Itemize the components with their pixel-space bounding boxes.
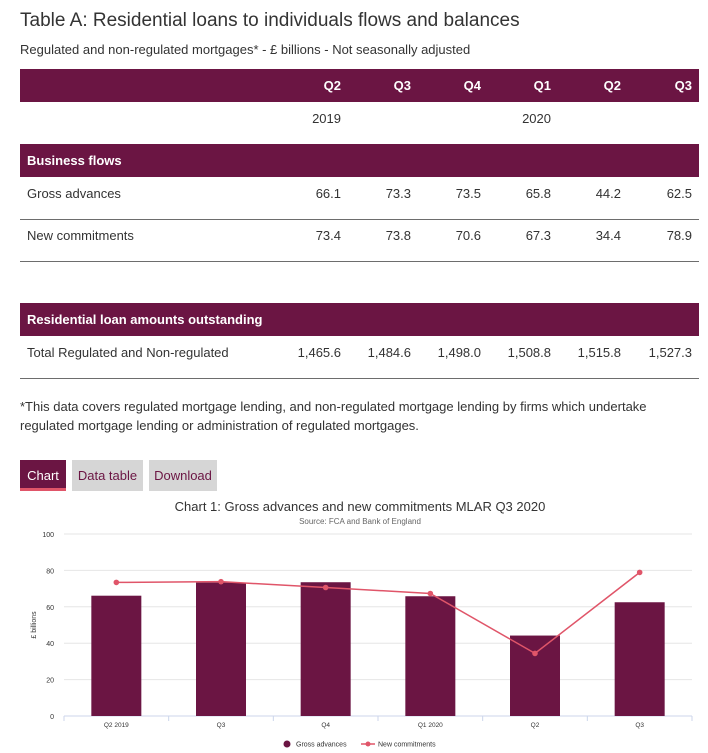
table-cell: 1,515.8 xyxy=(577,345,621,360)
x-tick-label: Q1 2020 xyxy=(418,722,443,729)
legend-bar-marker xyxy=(283,740,291,748)
x-tick-label: Q3 xyxy=(217,722,226,729)
chart-title: Chart 1: Gross advances and new commitme… xyxy=(174,499,546,514)
row-label: New commitments xyxy=(27,228,134,243)
x-tick-label: Q2 xyxy=(531,722,540,729)
bar xyxy=(510,635,560,716)
row-divider xyxy=(20,261,699,262)
bar xyxy=(405,596,456,716)
tab-data-table[interactable]: Data table xyxy=(72,460,143,491)
series-line xyxy=(116,571,641,655)
legend-label: Gross advances xyxy=(296,742,347,749)
line-point xyxy=(322,584,329,591)
x-tick-label: Q4 xyxy=(321,722,330,729)
table-cell: 70.6 xyxy=(455,228,481,243)
outstanding-header: Residential loan amounts outstanding xyxy=(20,303,699,336)
x-tick-label: Q3 xyxy=(635,722,644,729)
table-cell: 1,498.0 xyxy=(437,345,481,360)
column-header: Q4 xyxy=(463,78,481,93)
x-tick-label: Q2 2019 xyxy=(104,722,129,729)
y-tick-label: 100 xyxy=(42,532,54,539)
line-point xyxy=(636,569,643,576)
table-subtitle: Regulated and non-regulated mortgages* -… xyxy=(20,42,471,57)
bar xyxy=(196,582,246,716)
outstanding-label: Residential loan amounts outstanding xyxy=(27,312,263,327)
business-flows-header: Business flows xyxy=(20,144,699,177)
table-cell: 73.3 xyxy=(385,186,411,201)
line-point xyxy=(218,578,224,585)
table-cell: 1,465.6 xyxy=(297,345,341,360)
table-cell: 34.4 xyxy=(595,228,621,243)
table-cell: 73.8 xyxy=(385,228,411,243)
column-header: Q2 xyxy=(323,78,341,93)
legend-line-point xyxy=(365,741,371,747)
table-cell: 73.4 xyxy=(315,228,341,243)
row-divider xyxy=(20,378,699,379)
tab-chart[interactable]: Chart xyxy=(20,460,66,491)
table-title: Table A: Residential loans to individual… xyxy=(20,10,520,31)
table-cell: 67.3 xyxy=(525,228,551,243)
bar xyxy=(300,582,351,716)
row-divider xyxy=(20,219,699,220)
tab-download[interactable]: Download xyxy=(149,460,217,491)
y-axis-label: £ billions xyxy=(31,611,38,639)
line-point xyxy=(113,579,120,586)
y-tick-label: 20 xyxy=(46,678,54,685)
year-label: 2020 xyxy=(522,111,551,126)
y-tick-label: 80 xyxy=(46,568,54,575)
bar xyxy=(614,602,665,716)
table-cell: 44.2 xyxy=(595,186,621,201)
column-header: Q2 xyxy=(603,78,621,93)
table-cell: 66.1 xyxy=(315,186,341,201)
line-point xyxy=(427,590,434,597)
column-header: Q3 xyxy=(393,78,411,93)
table-cell: 1,508.8 xyxy=(507,345,551,360)
bar xyxy=(91,595,142,716)
table-cell: 73.5 xyxy=(455,186,481,201)
table-cell: 1,484.6 xyxy=(367,345,411,360)
legend-label: New commitments xyxy=(378,742,436,749)
y-tick-label: 40 xyxy=(46,641,54,648)
column-header: Q3 xyxy=(674,78,692,93)
column-header-row: Q2 Q3 Q4 Q1 Q2 Q3 xyxy=(20,69,699,102)
line-point xyxy=(532,650,538,657)
chart-source: Source: FCA and Bank of England xyxy=(299,517,421,526)
table-cell: 65.8 xyxy=(525,186,551,201)
y-tick-label: 60 xyxy=(46,605,54,612)
year-label: 2019 xyxy=(312,111,341,126)
column-header: Q1 xyxy=(533,78,551,93)
business-flows-label: Business flows xyxy=(27,153,122,168)
table-cell: 78.9 xyxy=(666,228,692,243)
row-label: Total Regulated and Non-regulated xyxy=(27,345,229,360)
table-cell: 62.5 xyxy=(666,186,692,201)
table-cell: 1,527.3 xyxy=(648,345,692,360)
footnote: *This data covers regulated mortgage len… xyxy=(20,399,647,433)
y-tick-label: 0 xyxy=(50,714,54,721)
row-label: Gross advances xyxy=(27,186,121,201)
